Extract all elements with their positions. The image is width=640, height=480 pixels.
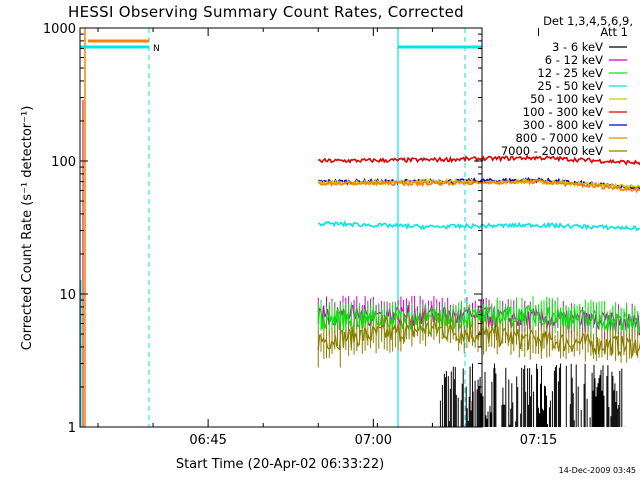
series-line-25-50kev bbox=[317, 219, 640, 232]
legend-entry-label: 7000 - 20000 keV bbox=[501, 144, 603, 158]
legend-entry-label: 100 - 300 keV bbox=[523, 105, 603, 119]
series-line-50-100kev bbox=[317, 177, 640, 190]
series-line-12-25kev bbox=[317, 304, 640, 333]
x-tick-label: 06:45 bbox=[189, 433, 226, 448]
night-flag-label: N bbox=[153, 44, 160, 54]
plot-marks: N bbox=[80, 28, 640, 427]
y-tick-label: 1 bbox=[68, 421, 76, 436]
legend-entry-label: 300 - 800 keV bbox=[523, 118, 603, 132]
chart-title: HESSI Observing Summary Count Rates, Cor… bbox=[68, 3, 464, 21]
series-line-800-7000kev bbox=[318, 177, 640, 194]
legend-header: Att 1 bbox=[600, 25, 628, 39]
plot-frame bbox=[79, 27, 483, 428]
legend-header: Det 1,3,4,5,6,9, bbox=[543, 14, 633, 28]
series-line-100-300kev bbox=[317, 154, 640, 166]
timestamp: 14-Dec-2009 03:45 bbox=[559, 466, 636, 475]
x-axis-label: Start Time (20-Apr-02 06:33:22) bbox=[176, 457, 384, 472]
y-tick-label: 100 bbox=[51, 155, 76, 170]
legend-entry-label: 25 - 50 keV bbox=[537, 79, 603, 93]
y-axis-label: Corrected Count Rate (s⁻¹ detector⁻¹) bbox=[20, 106, 35, 351]
legend-entry-label: 50 - 100 keV bbox=[530, 92, 603, 106]
series-line-300-800kev bbox=[318, 176, 640, 192]
legend-entry-label: 3 - 6 keV bbox=[552, 40, 603, 54]
y-tick-label: 10 bbox=[59, 288, 76, 303]
series-line-7000-20000kev bbox=[317, 320, 640, 360]
legend-entry-label: 800 - 7000 keV bbox=[515, 131, 603, 145]
legend-entry-label: 12 - 25 keV bbox=[537, 66, 603, 80]
legend-entry-label: 6 - 12 keV bbox=[545, 53, 603, 67]
y-tick-label: 1000 bbox=[43, 22, 76, 37]
x-tick-label: 07:00 bbox=[355, 433, 392, 448]
x-tick-label: 07:15 bbox=[520, 433, 557, 448]
